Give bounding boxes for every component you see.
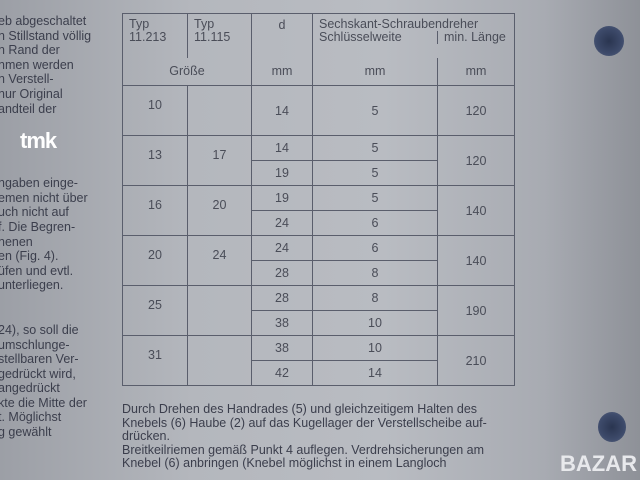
cell-size: 20 bbox=[122, 235, 188, 286]
left-text-line: n Stillstand völlig bbox=[0, 28, 92, 43]
left-text-line: g gewählt bbox=[0, 425, 52, 440]
punch-hole-bottom bbox=[598, 412, 626, 442]
cell-size: 13 bbox=[122, 135, 188, 186]
header-unit-kw: mm bbox=[312, 57, 438, 86]
left-text-line: n Verstell- bbox=[0, 72, 54, 87]
cell-d: 24 bbox=[251, 210, 313, 236]
left-text-line: kte die Mitte der bbox=[0, 395, 87, 410]
cell-size: 25 bbox=[122, 285, 188, 336]
cell-size: 24 bbox=[187, 235, 252, 286]
cell-kw: 8 bbox=[312, 285, 438, 311]
cell-kw: 5 bbox=[312, 185, 438, 211]
header-typ-11115: Typ 11.115 bbox=[187, 13, 252, 58]
cell-d: 14 bbox=[251, 85, 313, 136]
left-text-line: eb abgeschaltet bbox=[0, 14, 87, 28]
cell-d: 38 bbox=[251, 310, 313, 336]
instruction-line: drücken. bbox=[122, 429, 170, 444]
watermark-tmk: tmk bbox=[20, 128, 57, 153]
left-text-line: en (Fig. 4). bbox=[0, 249, 59, 264]
header-min-length: min. Länge bbox=[437, 31, 506, 44]
header-unit-length: mm bbox=[437, 57, 515, 86]
left-text-line: angedrückt bbox=[0, 381, 60, 396]
instruction-text: Durch Drehen des Handrades (5) und gleic… bbox=[122, 402, 487, 471]
left-text-line: gedrückt wird, bbox=[0, 366, 76, 381]
cell-d: 42 bbox=[251, 360, 313, 386]
cell-size: 16 bbox=[122, 185, 188, 236]
left-text-line: ngaben einge- bbox=[0, 176, 78, 191]
left-text-line: 24), so soll die bbox=[0, 322, 79, 337]
cell-min-length: 210 bbox=[437, 335, 515, 386]
header-d: d bbox=[251, 13, 313, 58]
left-text-line: t. Möglichst bbox=[0, 410, 62, 425]
table-row: 10 14 5 120 bbox=[122, 85, 515, 136]
instruction-line: Durch Drehen des Handrades (5) und gleic… bbox=[122, 402, 478, 416]
left-text-line: nmen werden bbox=[0, 57, 74, 72]
left-text-line: nenen bbox=[0, 234, 33, 249]
cell-size bbox=[187, 335, 252, 386]
cell-size: 10 bbox=[122, 85, 188, 136]
punch-hole-top bbox=[594, 26, 624, 56]
header-key-width: Schlüsselweite bbox=[319, 30, 402, 44]
cell-min-length: 120 bbox=[437, 85, 515, 136]
table-row: 25 28 8 190 bbox=[122, 285, 515, 336]
header-typ-label: Typ bbox=[129, 17, 150, 31]
cell-d: 28 bbox=[251, 260, 313, 286]
left-text-line: uch nicht auf bbox=[0, 205, 69, 220]
cell-kw: 14 bbox=[312, 360, 438, 386]
left-text-line: stellbaren Ver- bbox=[0, 352, 79, 367]
left-column-text: eb abgeschaltet n Stillstand völlig n Rand… bbox=[0, 14, 120, 440]
header-typ-number: 11.213 bbox=[129, 30, 167, 44]
left-text-line: emen nicht über bbox=[0, 190, 88, 205]
instruction-line: Breitkeilriemen gemäß Punkt 4 auflegen. … bbox=[122, 442, 485, 457]
header-typ-number: 11.115 bbox=[194, 30, 231, 44]
left-text-line: f. Die Begren- bbox=[0, 219, 76, 234]
cell-size: 31 bbox=[122, 335, 188, 386]
cell-kw: 10 bbox=[312, 335, 438, 361]
cell-min-length: 140 bbox=[437, 235, 515, 286]
left-text-line: andteil der bbox=[0, 101, 57, 116]
cell-size bbox=[187, 285, 252, 336]
cell-min-length: 190 bbox=[437, 285, 515, 336]
cell-min-length: 120 bbox=[437, 135, 515, 186]
header-typ-11213: Typ 11.213 bbox=[122, 13, 188, 58]
left-text-line: nur Original bbox=[0, 86, 63, 101]
cell-d: 24 bbox=[251, 235, 313, 261]
left-text-line: umschlunge- bbox=[0, 337, 70, 352]
instruction-line: Knebels (6) Haube (2) auf das Kugellager… bbox=[122, 415, 487, 430]
cell-d: 28 bbox=[251, 285, 313, 311]
cell-kw: 5 bbox=[312, 135, 438, 161]
left-text-line: n Rand der bbox=[0, 43, 60, 58]
cell-kw: 5 bbox=[312, 85, 438, 136]
cell-d: 14 bbox=[251, 135, 313, 161]
watermark-bazar: BAZAR bbox=[560, 451, 637, 476]
left-text-line: üfen und evtl. bbox=[0, 263, 74, 278]
table-row: 42 14 bbox=[123, 360, 515, 386]
screwdriver-size-table: Typ 11.213 Typ 11.115 d Sechskant-Schraube… bbox=[122, 13, 515, 386]
table-row: 19 5 bbox=[123, 160, 515, 186]
table-row: 20 24 24 6 140 bbox=[122, 235, 515, 286]
cell-min-length: 140 bbox=[437, 185, 515, 236]
header-typ-label: Typ bbox=[194, 17, 215, 31]
header-screwdriver-label: Sechskant-Schraubendreher bbox=[319, 17, 479, 31]
header-size: Größe bbox=[122, 57, 252, 86]
cell-kw: 5 bbox=[312, 160, 438, 186]
left-text-line: unterliegen. bbox=[0, 278, 64, 293]
header-unit-d: mm bbox=[251, 57, 313, 86]
cell-d: 19 bbox=[251, 185, 313, 211]
cell-kw: 6 bbox=[312, 235, 438, 261]
instruction-line: Knebel (6) anbringen (Knebel möglichst i… bbox=[122, 456, 447, 471]
cell-d: 38 bbox=[251, 335, 313, 361]
cell-d: 19 bbox=[251, 160, 313, 186]
table-row: 16 20 19 5 140 bbox=[122, 185, 515, 236]
cell-size: 20 bbox=[187, 185, 252, 236]
table-row: 31 38 10 210 bbox=[122, 335, 515, 386]
header-screwdriver: Sechskant-Schraubendreher Schlüsselweite m… bbox=[312, 13, 515, 58]
cell-size: 17 bbox=[187, 135, 252, 186]
cell-kw: 8 bbox=[312, 260, 438, 286]
table-row: 28 8 bbox=[123, 260, 515, 286]
table-row: 13 17 14 5 120 bbox=[122, 135, 515, 186]
cell-kw: 6 bbox=[312, 210, 438, 236]
cell-kw: 10 bbox=[312, 310, 438, 336]
cell-size bbox=[187, 85, 252, 136]
